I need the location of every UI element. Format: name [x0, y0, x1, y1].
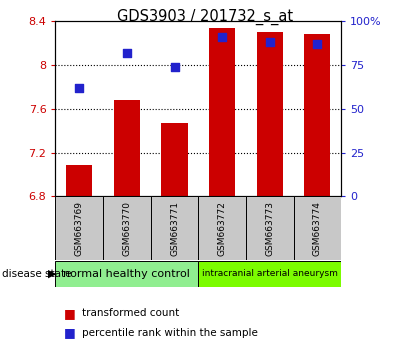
Bar: [246, 196, 293, 260]
Point: [219, 34, 225, 40]
Text: GSM663771: GSM663771: [170, 201, 179, 256]
Text: ▶: ▶: [48, 269, 56, 279]
Text: GSM663774: GSM663774: [313, 201, 322, 256]
Bar: [293, 196, 341, 260]
Bar: [198, 196, 246, 260]
Text: ■: ■: [64, 307, 76, 320]
Bar: [66, 165, 92, 196]
Bar: [256, 32, 283, 196]
Bar: [55, 261, 198, 287]
Text: intracranial arterial aneurysm: intracranial arterial aneurysm: [202, 269, 338, 279]
Text: GSM663772: GSM663772: [217, 201, 226, 256]
Bar: [162, 123, 187, 196]
Bar: [304, 34, 330, 196]
Text: GSM663773: GSM663773: [265, 201, 274, 256]
Bar: [103, 196, 151, 260]
Text: ■: ■: [64, 326, 76, 339]
Text: normal healthy control: normal healthy control: [63, 269, 190, 279]
Bar: [198, 261, 341, 287]
Text: transformed count: transformed count: [82, 308, 180, 318]
Bar: [209, 28, 235, 196]
Text: disease state: disease state: [2, 269, 72, 279]
Point: [314, 41, 321, 47]
Text: GSM663770: GSM663770: [122, 201, 132, 256]
Bar: [151, 196, 198, 260]
Text: GSM663769: GSM663769: [75, 201, 84, 256]
Bar: [114, 100, 140, 196]
Bar: [55, 196, 103, 260]
Text: percentile rank within the sample: percentile rank within the sample: [82, 328, 258, 338]
Point: [266, 39, 273, 45]
Text: GDS3903 / 201732_s_at: GDS3903 / 201732_s_at: [118, 9, 293, 25]
Point: [124, 50, 130, 56]
Point: [171, 64, 178, 70]
Point: [76, 85, 83, 91]
